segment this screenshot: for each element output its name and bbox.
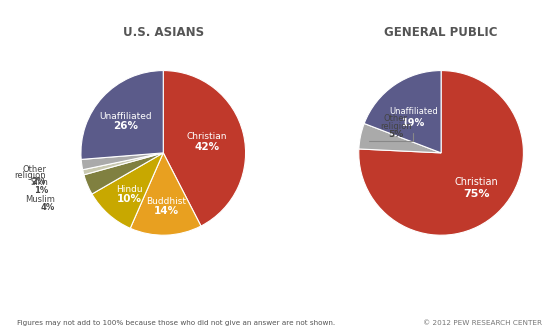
Text: religion: religion: [380, 122, 411, 131]
Text: Sikh: Sikh: [31, 177, 49, 186]
Text: 14%: 14%: [154, 206, 179, 216]
Text: 10%: 10%: [117, 194, 141, 204]
Text: Unaffiliated: Unaffiliated: [99, 112, 151, 121]
Wedge shape: [81, 71, 163, 159]
Text: religion: religion: [15, 171, 46, 180]
Text: Buddhist: Buddhist: [146, 197, 187, 206]
Text: 5%: 5%: [388, 130, 404, 139]
Wedge shape: [92, 153, 163, 228]
Text: 42%: 42%: [195, 141, 220, 152]
Text: 26%: 26%: [113, 121, 138, 131]
Text: Muslim: Muslim: [25, 195, 55, 204]
Wedge shape: [364, 71, 441, 153]
Text: Figures may not add to 100% because those who did not give an answer are not sho: Figures may not add to 100% because thos…: [17, 320, 335, 326]
Text: 2%: 2%: [32, 176, 46, 185]
Title: U.S. ASIANS: U.S. ASIANS: [122, 26, 204, 39]
Wedge shape: [359, 71, 523, 235]
Text: Other: Other: [384, 114, 408, 123]
Text: Hindu: Hindu: [116, 185, 143, 194]
Text: Christian: Christian: [187, 132, 228, 141]
Wedge shape: [83, 153, 163, 175]
Wedge shape: [359, 124, 441, 153]
Wedge shape: [81, 153, 163, 170]
Text: Christian: Christian: [454, 177, 498, 187]
Text: Other: Other: [22, 165, 46, 174]
Text: Unaffiliated: Unaffiliated: [389, 107, 438, 116]
Wedge shape: [84, 153, 163, 194]
Text: 19%: 19%: [402, 118, 425, 128]
Text: 1%: 1%: [35, 186, 49, 195]
Wedge shape: [130, 153, 201, 235]
Text: 4%: 4%: [41, 203, 55, 212]
Title: GENERAL PUBLIC: GENERAL PUBLIC: [385, 26, 498, 39]
Text: 75%: 75%: [463, 188, 489, 199]
Text: © 2012 PEW RESEARCH CENTER: © 2012 PEW RESEARCH CENTER: [423, 320, 542, 326]
Wedge shape: [163, 71, 245, 226]
